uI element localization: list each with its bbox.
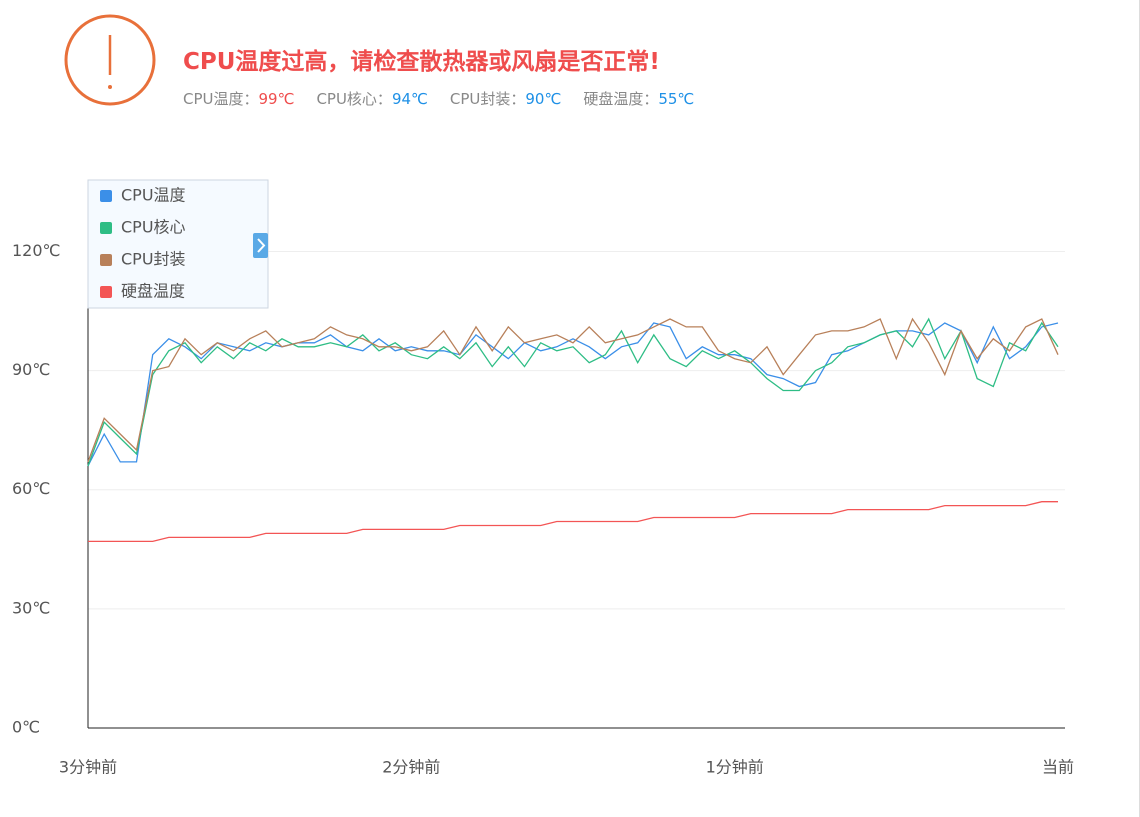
legend-toggle-bg [253, 233, 268, 258]
stat: 硬盘温度：55℃ [583, 90, 694, 108]
series-line [87, 317, 1059, 467]
stats: CPU温度：99℃ CPU核心：94℃ CPU封装：90℃ 硬盘温度：55℃ [183, 88, 716, 109]
y-tick-label: 90℃ [12, 360, 50, 379]
legend-toggle[interactable] [253, 233, 268, 258]
legend-label: CPU核心 [121, 218, 186, 237]
legend-toggle-arrow [257, 238, 266, 253]
x-tick-label: 2分钟前 [382, 758, 440, 777]
series-line [87, 317, 1059, 463]
stat-label: CPU封装： [449, 90, 526, 108]
y-tick-label: 60℃ [12, 479, 50, 498]
alert-title: CPU温度过高，请检查散热器或风扇是否正常! [183, 49, 660, 75]
stat-value: 99℃ [258, 90, 295, 108]
stat: CPU核心：94℃ [316, 90, 427, 108]
legend-label: 硬盘温度 [121, 282, 185, 301]
stat: CPU温度：99℃ [183, 90, 294, 108]
legend-box [87, 179, 269, 309]
x-tick-label: 3分钟前 [59, 758, 117, 777]
stat-label: CPU温度： [183, 90, 259, 108]
stat: CPU封装：90℃ [450, 90, 561, 108]
stat-value: 90℃ [525, 90, 562, 108]
y-tick-label: 120℃ [12, 241, 61, 260]
legend-swatch [100, 286, 112, 298]
stat-value: 55℃ [658, 90, 695, 108]
series-line [87, 322, 1059, 467]
x-tick-label: 当前 [1042, 758, 1074, 777]
stat-label: CPU核心： [316, 90, 392, 108]
legend-swatch [100, 190, 112, 202]
legend-label: CPU封装 [121, 250, 186, 269]
legend-swatch [100, 222, 112, 234]
y-tick-label: 30℃ [12, 598, 50, 617]
legend-label: CPU温度 [121, 186, 186, 205]
y-tick-label: 0℃ [12, 718, 40, 737]
series-line [88, 501, 1058, 543]
stat-label: 硬盘温度： [583, 90, 659, 108]
stat-value: 94℃ [391, 90, 428, 108]
x-tick-label: 1分钟前 [706, 758, 764, 777]
warning-icon [64, 14, 156, 106]
legend-swatch [100, 254, 112, 266]
